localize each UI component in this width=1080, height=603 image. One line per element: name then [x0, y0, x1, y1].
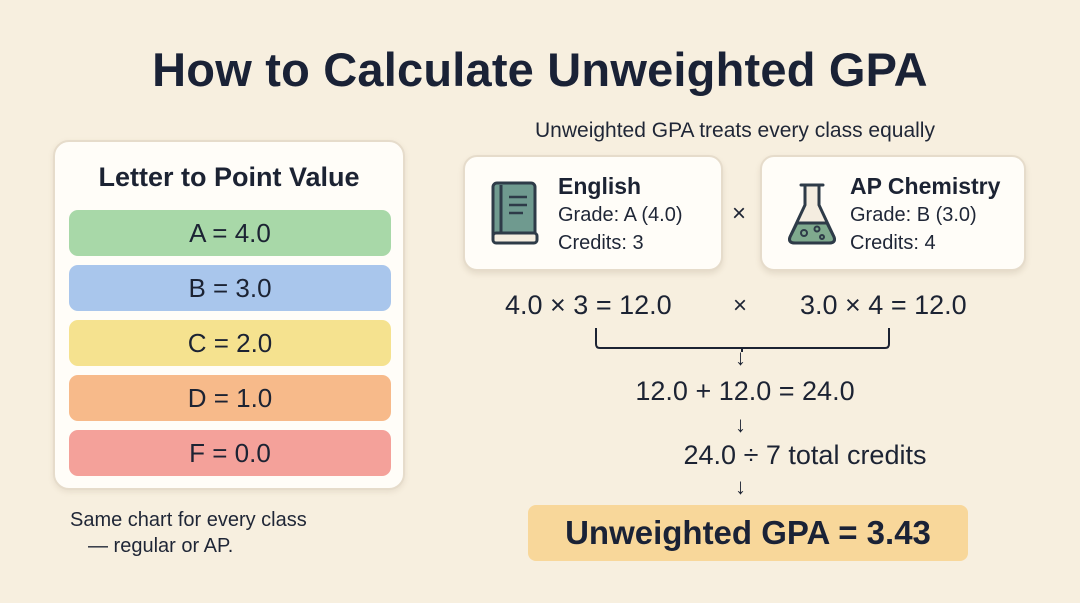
grade-row-d: D = 1.0 — [69, 375, 391, 421]
grade-scale-card: Letter to Point Value A = 4.0 B = 3.0 C … — [53, 140, 405, 490]
merge-bracket — [595, 328, 890, 352]
arrow-down-icon: ↓ — [735, 345, 746, 370]
course-credits-ap-chemistry: Credits: 4 — [850, 232, 936, 254]
grade-row-a: A = 4.0 — [69, 210, 391, 256]
calc-chemistry: 3.0 × 4 = 12.0 — [800, 290, 967, 320]
grade-scale-title: Letter to Point Value — [98, 162, 360, 192]
course-name-ap-chemistry: AP Chemistry — [850, 173, 1001, 199]
page-title: How to Calculate Unweighted GPA — [152, 43, 928, 96]
course-grade-ap-chemistry: Grade: B (3.0) — [850, 204, 977, 226]
flask-icon — [788, 183, 836, 245]
calc-english: 4.0 × 3 = 12.0 — [505, 290, 672, 320]
course-grade-english: Grade: A (4.0) — [558, 204, 683, 226]
arrow-down-icon: ↓ — [735, 474, 746, 499]
calc-divide: 24.0 ÷ 7 total credits — [683, 440, 927, 470]
calc-sum: 12.0 + 12.0 = 24.0 — [635, 376, 855, 406]
grade-scale-note-line1: Same chart for every class — [70, 509, 307, 531]
grade-row-b: B = 3.0 — [69, 265, 391, 311]
course-name-english: English — [558, 173, 642, 199]
grade-scale-note: Same chart for every class — regular or … — [70, 507, 390, 559]
course-card-english: English Grade: A (4.0) Credits: 3 — [463, 155, 723, 271]
book-icon — [491, 181, 539, 245]
grade-scale-note-line2: — regular or AP. — [88, 535, 234, 557]
subtitle: Unweighted GPA treats every class equall… — [535, 119, 935, 142]
multiply-sign-middle: × — [733, 292, 748, 319]
grade-row-f: F = 0.0 — [69, 430, 391, 476]
course-card-ap-chemistry: AP Chemistry Grade: B (3.0) Credits: 4 — [760, 155, 1026, 271]
multiply-sign-top: × — [732, 200, 747, 227]
course-credits-english: Credits: 3 — [558, 232, 644, 254]
result-badge: Unweighted GPA = 3.43 — [528, 505, 968, 561]
arrow-down-icon: ↓ — [735, 412, 746, 437]
grade-row-c: C = 2.0 — [69, 320, 391, 366]
